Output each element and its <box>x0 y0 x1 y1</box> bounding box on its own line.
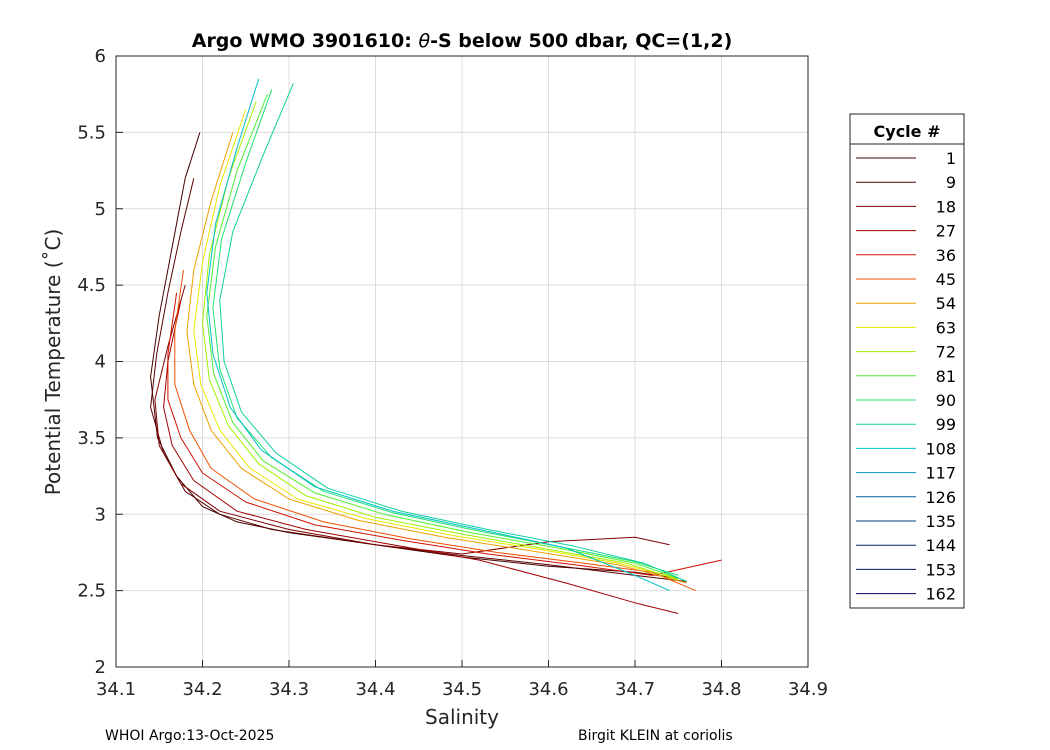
series-line-cycle-99 <box>219 83 688 582</box>
legend: Cycle # 19182736455463728190991081171261… <box>849 113 965 609</box>
series-line-cycle-81 <box>206 94 679 579</box>
x-tick-label: 34.5 <box>442 679 482 700</box>
x-tick-label: 34.4 <box>355 679 395 700</box>
legend-label-cycle-36: 36 <box>936 246 956 265</box>
y-tick-label: 5 <box>95 199 106 220</box>
legend-title: Cycle # <box>874 122 941 141</box>
legend-label-cycle-135: 135 <box>925 512 956 531</box>
chart-title-prefix: Argo WMO 3901610: <box>192 30 419 52</box>
chart-title-theta: θ <box>418 30 430 52</box>
series-line-cycle-18 <box>154 284 670 555</box>
plot-frame <box>115 55 809 668</box>
legend-label-cycle-9: 9 <box>946 173 956 192</box>
x-tick-label: 34.1 <box>96 679 136 700</box>
legend-label-cycle-144: 144 <box>925 536 956 555</box>
series-line-cycle-108 <box>206 78 670 592</box>
y-tick-label: 6 <box>95 46 106 67</box>
legend-label-cycle-63: 63 <box>936 318 956 337</box>
legend-label-cycle-81: 81 <box>936 367 956 386</box>
x-tick-label: 34.3 <box>269 679 309 700</box>
x-axis-label: Salinity <box>425 705 499 729</box>
legend-label-cycle-126: 126 <box>925 488 956 507</box>
y-tick-labels: 2 2.5 3 3.5 4 4.5 5 5.5 6 <box>77 46 106 678</box>
x-tick-label: 34.9 <box>788 679 828 700</box>
y-tick-label: 4 <box>95 352 106 373</box>
chart-title-suffix: -S below 500 dbar, QC=(1,2) <box>430 30 732 52</box>
footer-right: Birgit KLEIN at coriolis <box>578 728 733 744</box>
y-axis-label: Potential Temperature (˚C) <box>41 229 65 496</box>
y-tick-label: 5.5 <box>77 122 106 143</box>
series-line-cycle-27 <box>163 300 679 614</box>
legend-box <box>849 113 965 609</box>
legend-label-cycle-1: 1 <box>946 149 956 168</box>
y-tick-label: 2.5 <box>77 581 106 602</box>
legend-label-cycle-162: 162 <box>925 585 956 604</box>
series-line-cycle-36 <box>167 292 722 576</box>
y-tick-label: 3.5 <box>77 428 106 449</box>
x-tick-label: 34.6 <box>528 679 568 700</box>
legend-label-cycle-108: 108 <box>925 439 956 458</box>
chart-title: Argo WMO 3901610: θ-S below 500 dbar, QC… <box>192 30 733 52</box>
series-line-cycle-1 <box>150 132 679 579</box>
series-line-cycle-63 <box>193 109 679 579</box>
legend-label-cycle-153: 153 <box>925 560 956 579</box>
x-tick-label: 34.2 <box>182 679 222 700</box>
series-line-cycle-54 <box>186 132 688 584</box>
series-line-cycle-9 <box>150 178 687 582</box>
series-lines <box>150 78 722 614</box>
footer-left: WHOI Argo:13-Oct-2025 <box>105 728 274 744</box>
legend-label-cycle-72: 72 <box>936 343 956 362</box>
y-tick-label: 3 <box>95 504 106 525</box>
legend-label-cycle-45: 45 <box>936 270 956 289</box>
x-tick-label: 34.7 <box>615 679 655 700</box>
y-tick-label: 2 <box>95 657 106 678</box>
x-tick-label: 34.8 <box>701 679 741 700</box>
x-tick-labels: 34.1 34.2 34.3 34.4 34.5 34.6 34.7 34.8 34.9 <box>96 679 828 700</box>
legend-items: 1 9 18 27 36 45 54 63 72 81 90 99 108 117 126 135 144 153… <box>856 149 956 604</box>
legend-label-cycle-90: 90 <box>936 391 956 410</box>
y-tick-label: 4.5 <box>77 275 106 296</box>
series-line-cycle-72 <box>202 101 679 581</box>
legend-label-cycle-27: 27 <box>936 222 956 241</box>
legend-label-cycle-99: 99 <box>936 415 956 434</box>
legend-label-cycle-18: 18 <box>936 197 956 216</box>
series-line-cycle-45 <box>174 269 696 592</box>
legend-label-cycle-54: 54 <box>936 294 956 313</box>
legend-label-cycle-117: 117 <box>925 464 956 483</box>
